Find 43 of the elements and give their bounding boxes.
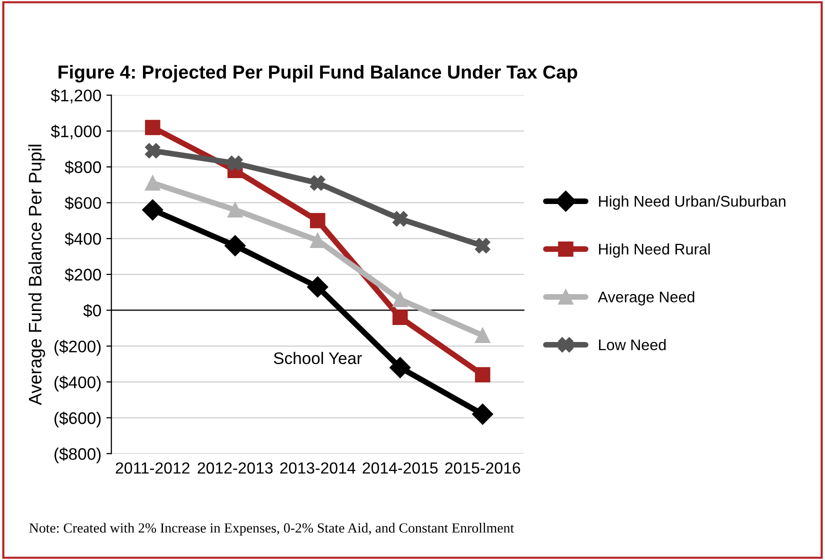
legend-label: Low Need <box>599 339 666 350</box>
y-axis-title: Average Fund Balance Per Pupil <box>28 144 46 406</box>
y-tick-label: $800 <box>64 160 102 174</box>
point <box>144 120 160 136</box>
point <box>390 357 411 378</box>
point <box>142 199 164 220</box>
y-tick-label: $1,200 <box>50 88 102 104</box>
y-tick-label: $1,000 <box>50 124 102 140</box>
legend-label: Average Need <box>598 291 694 306</box>
point <box>392 310 408 326</box>
text: Note: Created with 2% Increase in Expenses, 0-2% State Aid, and Constant Enrollment <box>29 522 514 536</box>
point <box>144 175 160 191</box>
legend-label: High Need Rural <box>599 243 710 258</box>
x-tick-label: 2015-2016 <box>445 462 520 474</box>
x-tick-label: 2012-2013 <box>198 462 273 474</box>
point <box>307 276 328 298</box>
point <box>392 292 408 308</box>
x-tick-label: 2013-2014 <box>280 462 356 474</box>
y-tick-label: ($200) <box>54 340 101 356</box>
point <box>472 404 494 425</box>
point <box>224 235 246 256</box>
y-tick-label: $400 <box>64 232 102 246</box>
x-axis-title: School Year <box>274 352 362 364</box>
legend-label: High Need Urban/Suburban <box>599 196 786 210</box>
x-tick-label: 2014-2015 <box>362 462 438 474</box>
y-tick-label: ($600) <box>54 412 101 428</box>
point <box>310 232 326 248</box>
point <box>310 175 326 191</box>
chart-title: Figure 4: Projected Per Pupil Fund Balance Under Tax Cap <box>58 64 578 83</box>
point <box>310 213 326 228</box>
point <box>227 156 243 171</box>
point <box>474 328 490 343</box>
point <box>392 211 408 226</box>
y-tick-label: $600 <box>64 196 102 210</box>
point <box>144 143 160 158</box>
y-tick-label: $0 <box>83 304 102 318</box>
point <box>474 238 490 254</box>
point <box>474 367 490 382</box>
point <box>227 202 243 218</box>
y-tick-label: ($400) <box>54 376 101 392</box>
y-tick-label: $200 <box>64 268 102 282</box>
y-tick-label: ($800) <box>54 447 101 464</box>
x-tick-label: 2011-2012 <box>116 462 190 474</box>
